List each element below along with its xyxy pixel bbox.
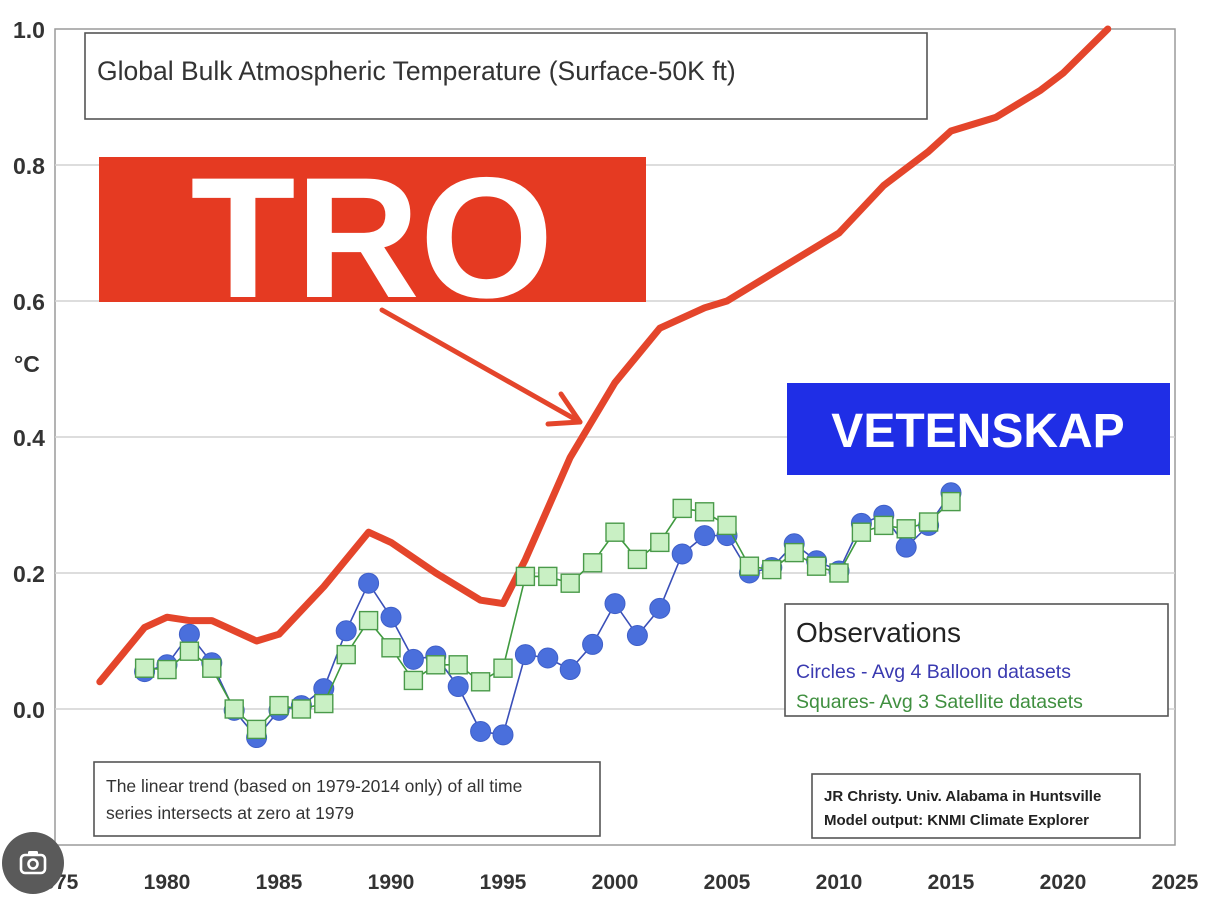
balloon-circle-point [380,606,402,628]
credit-box [811,773,1141,839]
satellite-square-point [918,512,939,532]
satellite-square-point [269,695,289,716]
credit-line: JR Christy. Univ. Alabama in Huntsville [824,788,1101,805]
satellite-square-point [739,556,760,576]
satellite-square-point [582,553,603,573]
satellite-square-point [851,522,872,542]
satellite-square-point [426,655,446,675]
x-tick-label: 1980 [144,871,191,894]
satellite-square-point [672,498,692,519]
trend-note-box [93,761,601,837]
satellite-square-point [336,644,356,665]
google-lens-icon[interactable] [2,832,64,894]
lens-camera-icon [19,851,47,875]
x-tick-label: 2020 [1040,871,1087,894]
balloon-circle-point [470,720,492,742]
satellite-square-point [560,573,580,593]
x-tick-label: 2000 [592,871,639,894]
tro-arrow-head [545,391,583,427]
balloon-circle-point [694,525,716,547]
legend-item-satellite: Squares- Avg 3 Satellite datasets [796,691,1083,713]
satellite-square-point [202,658,222,678]
satellite-square-point [538,566,558,587]
satellite-square-point [448,655,468,675]
balloon-circle-point [649,597,671,619]
satellite-square-point [650,532,670,553]
satellite-square-point [470,672,491,692]
chart-title: Global Bulk Atmospheric Temperature (Sur… [97,56,736,86]
balloon-circle-point [671,543,693,565]
balloon-circle-point [537,647,559,669]
satellite-square-point [403,670,424,691]
balloon-circle-point [492,724,514,746]
balloon-circle-point [559,659,581,681]
x-tick-label: 2010 [816,871,863,894]
satellite-square-point [179,641,200,661]
y-tick-label: 0.8 [13,153,45,179]
satellite-square-point [381,638,401,658]
balloon-circle-point [178,623,200,645]
balloon-circle-point [895,536,917,558]
balloon-circle-point [447,676,469,698]
balloon-circle-point [358,572,380,594]
balloon-circle-point [335,620,357,642]
y-tick-label: 1.0 [13,17,45,43]
balloon-circle-point [582,633,604,655]
satellite-square-point [157,659,177,680]
satellite-square-point [762,559,782,580]
legend-box [784,603,1169,717]
balloon-circle-point [626,625,648,647]
tro-banner [99,157,646,302]
satellite-square-point [246,719,267,740]
satellite-square-point [314,693,334,714]
balloon-circle-point [514,644,536,666]
satellite-square-point [717,515,737,536]
y-tick-label: 0.6 [13,289,45,315]
satellite-square-point [874,515,894,536]
legend-item-balloon: Circles - Avg 4 Balloon datasets [796,661,1071,683]
satellite-square-point [941,491,961,512]
y-axis-label: °C [14,351,40,377]
satellite-square-point [784,542,804,563]
tro-arrow-shaft [379,307,583,425]
satellite-square-point [358,610,379,631]
satellite-square-point [224,699,244,719]
satellite-square-point [806,556,827,576]
y-tick-label: 0.2 [13,561,45,587]
x-tick-label: 2015 [928,871,975,894]
y-tick-label: 0.0 [13,697,45,723]
vetenskap-banner [787,383,1170,475]
satellite-square-point [829,563,849,583]
balloon-circle-point [402,648,424,670]
y-tick-label: 0.4 [13,425,45,451]
x-tick-label: 2025 [1152,871,1199,894]
x-tick-label: 1985 [256,871,303,894]
satellite-square-point [515,566,536,587]
balloon-circle-point [604,593,626,615]
satellite-square-point [291,699,312,719]
x-tick-label: 1990 [368,871,415,894]
satellite-square-point [493,658,513,678]
model-series-line [96,25,1112,686]
satellite-square-point [627,549,648,570]
satellite-square-point [896,519,916,539]
tro-banner-text: TRO [190,142,553,334]
x-tick-label: 1995 [480,871,527,894]
credit-line: Model output: KNMI Climate Explorer [824,812,1089,829]
trend-note-line: series intersects at zero at 1979 [106,803,354,823]
legend-title: Observations [796,617,961,648]
satellite-square-point [694,502,715,522]
x-tick-label: 2005 [704,871,751,894]
title-box [84,32,928,120]
vetenskap-banner-text: VETENSKAP [831,405,1124,458]
trend-note-line: The linear trend (based on 1979-2014 onl… [106,776,522,796]
satellite-square-point [134,658,155,678]
satellite-square-point [605,522,625,542]
